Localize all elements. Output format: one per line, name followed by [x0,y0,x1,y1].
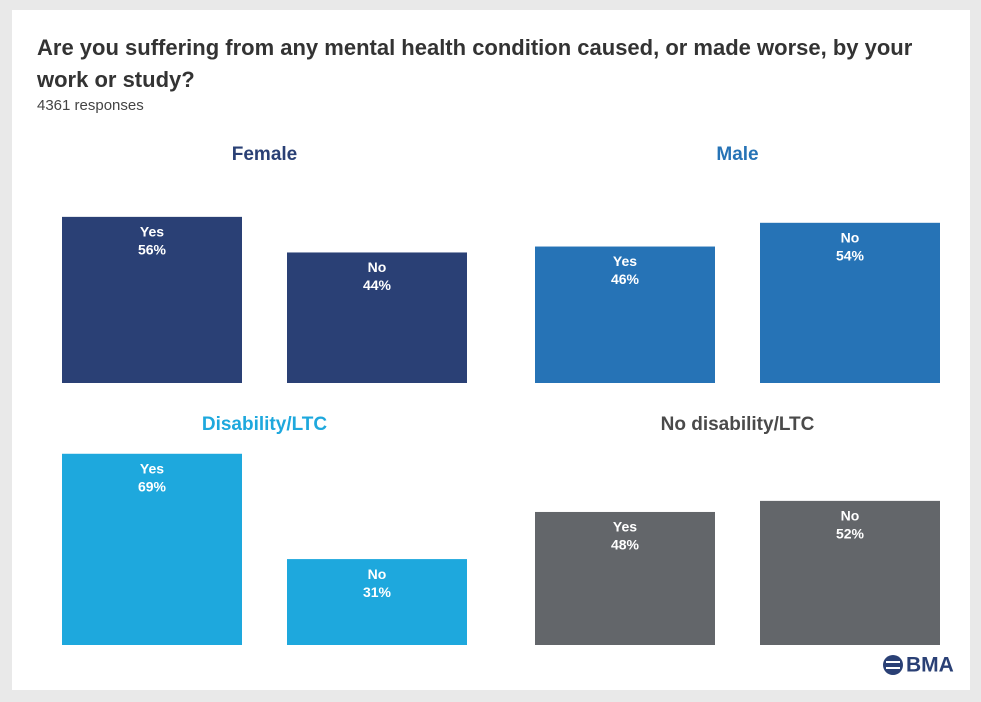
bar-value-label: 46% [611,271,640,287]
bar [287,252,467,383]
bar-category: No [841,508,860,524]
bar [535,511,715,645]
bar-category: No [368,259,387,275]
logo-text: BMA [906,654,954,677]
bar [535,246,715,383]
title: Are you suffering from any mental health… [37,35,913,92]
bar-category: Yes [140,224,164,240]
panel-title: No disability/LTC [661,414,815,435]
bar [62,453,242,645]
logo-icon [883,655,903,675]
panel-title: Male [716,144,758,165]
bar-category: Yes [140,460,164,476]
bar-value-label: 31% [363,584,392,600]
bar-category: No [841,230,860,246]
bar [760,222,940,383]
bar-category: No [368,566,387,582]
bar [760,500,940,645]
bar-value-label: 69% [138,478,167,494]
subtitle: 4361 responses [37,97,144,114]
bar-value-label: 54% [836,248,865,264]
panel-title: Disability/LTC [202,414,328,435]
bar-category: Yes [613,519,637,535]
bar [287,559,467,645]
panel-title: Female [232,144,297,165]
bar-value-label: 52% [836,526,865,542]
bar-category: Yes [613,253,637,269]
bar [62,216,242,383]
bar-value-label: 56% [138,242,167,258]
bar-value-label: 48% [611,537,640,553]
logo: BMA [883,654,954,677]
bar-value-label: 44% [363,277,392,293]
